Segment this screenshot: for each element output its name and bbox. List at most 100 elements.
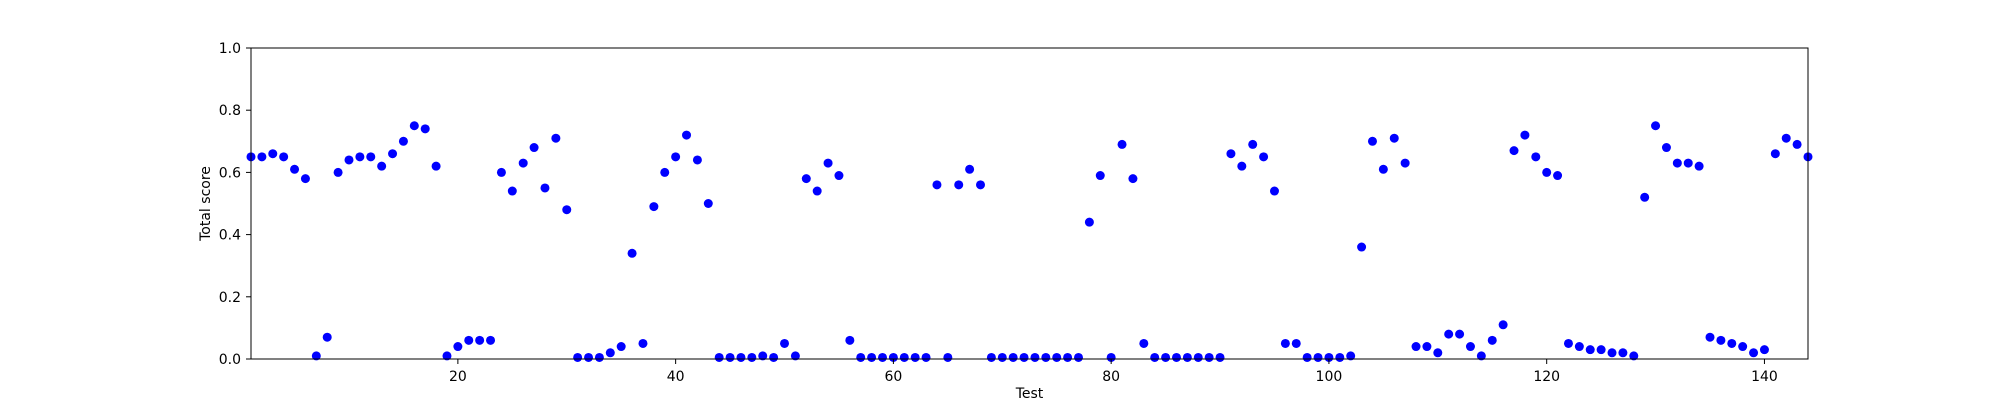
data-point — [1161, 352, 1171, 362]
data-point — [1465, 342, 1475, 352]
data-point — [627, 248, 637, 258]
data-point — [279, 152, 289, 162]
data-point — [1248, 139, 1258, 149]
data-point — [257, 152, 267, 162]
data-point — [551, 133, 561, 143]
data-point — [1585, 345, 1595, 355]
data-point — [703, 199, 713, 208]
data-point — [1792, 139, 1802, 149]
data-point — [856, 352, 866, 362]
data-point — [834, 171, 844, 181]
data-point — [1770, 149, 1780, 159]
data-point — [997, 352, 1007, 362]
data-point — [1596, 345, 1606, 355]
data-point — [1226, 149, 1236, 159]
data-point — [1400, 158, 1410, 168]
data-point — [867, 352, 877, 362]
data-point — [540, 183, 550, 193]
data-point — [322, 332, 332, 342]
x-tick-label: 80 — [1102, 369, 1120, 385]
y-tick-label: 0.6 — [219, 165, 241, 181]
data-point — [801, 174, 811, 184]
data-point — [442, 351, 452, 361]
data-point — [965, 164, 975, 174]
data-point — [1607, 348, 1617, 358]
data-point — [1030, 352, 1040, 362]
data-point — [573, 352, 583, 362]
data-point — [1139, 338, 1149, 348]
data-point — [1553, 171, 1563, 181]
y-tick-label: 0.2 — [219, 290, 241, 306]
data-point — [1324, 352, 1334, 362]
data-point — [649, 202, 659, 212]
data-point — [616, 342, 626, 352]
data-point — [1749, 348, 1759, 358]
data-point — [1487, 335, 1497, 345]
data-point — [1128, 174, 1138, 184]
data-point — [1084, 217, 1094, 227]
data-point — [910, 352, 920, 362]
data-point — [1073, 352, 1083, 362]
data-point — [496, 167, 506, 177]
data-point — [1291, 338, 1301, 348]
data-point — [1531, 152, 1541, 162]
data-point — [758, 351, 768, 361]
data-point — [409, 121, 419, 131]
data-point — [529, 143, 539, 153]
plot-area-frame — [250, 47, 1809, 360]
data-points — [246, 121, 1813, 362]
data-point — [1357, 242, 1367, 252]
y-tick-label: 1.0 — [219, 41, 241, 57]
x-axis-title: Test — [1015, 386, 1044, 400]
data-point — [1346, 351, 1356, 361]
x-tick-label: 20 — [449, 369, 467, 385]
data-point — [366, 152, 376, 162]
data-point — [1498, 320, 1508, 330]
data-point — [1727, 338, 1737, 348]
data-point — [1389, 133, 1399, 143]
data-point — [1052, 352, 1062, 362]
data-point — [747, 352, 757, 362]
data-point — [878, 352, 888, 362]
data-point — [311, 351, 321, 361]
data-point — [714, 352, 724, 362]
data-point — [1433, 348, 1443, 358]
data-point — [355, 152, 365, 162]
data-point — [1661, 143, 1671, 153]
data-point — [290, 164, 300, 174]
data-point — [507, 186, 517, 196]
data-point — [562, 205, 572, 215]
data-point — [300, 174, 310, 184]
x-axis: 20 40 60 80 100 120 140 — [449, 359, 1778, 385]
data-point — [660, 167, 670, 177]
data-point — [1629, 351, 1639, 361]
data-point — [584, 352, 594, 362]
data-point — [1204, 352, 1214, 362]
data-point — [1171, 352, 1181, 362]
x-tick-label: 40 — [667, 369, 685, 385]
data-point — [638, 338, 648, 348]
data-point — [1759, 345, 1769, 355]
data-point — [1269, 186, 1279, 196]
data-point — [1422, 342, 1432, 352]
data-point — [1378, 164, 1388, 174]
data-point — [1694, 161, 1704, 171]
x-tick-label: 100 — [1316, 369, 1343, 385]
data-point — [388, 149, 398, 159]
data-point — [1182, 352, 1192, 362]
x-tick-label: 140 — [1751, 369, 1778, 385]
data-point — [943, 352, 953, 362]
data-point — [1509, 146, 1519, 156]
data-point — [932, 180, 942, 190]
data-point — [1411, 342, 1421, 352]
data-point — [1705, 332, 1715, 342]
data-point — [431, 161, 441, 171]
data-point — [1618, 348, 1628, 358]
data-point — [1476, 351, 1486, 361]
data-point — [475, 335, 485, 345]
data-point — [1313, 352, 1323, 362]
data-point — [1640, 192, 1650, 202]
y-tick-label: 0.4 — [219, 228, 241, 244]
data-point — [453, 342, 463, 352]
